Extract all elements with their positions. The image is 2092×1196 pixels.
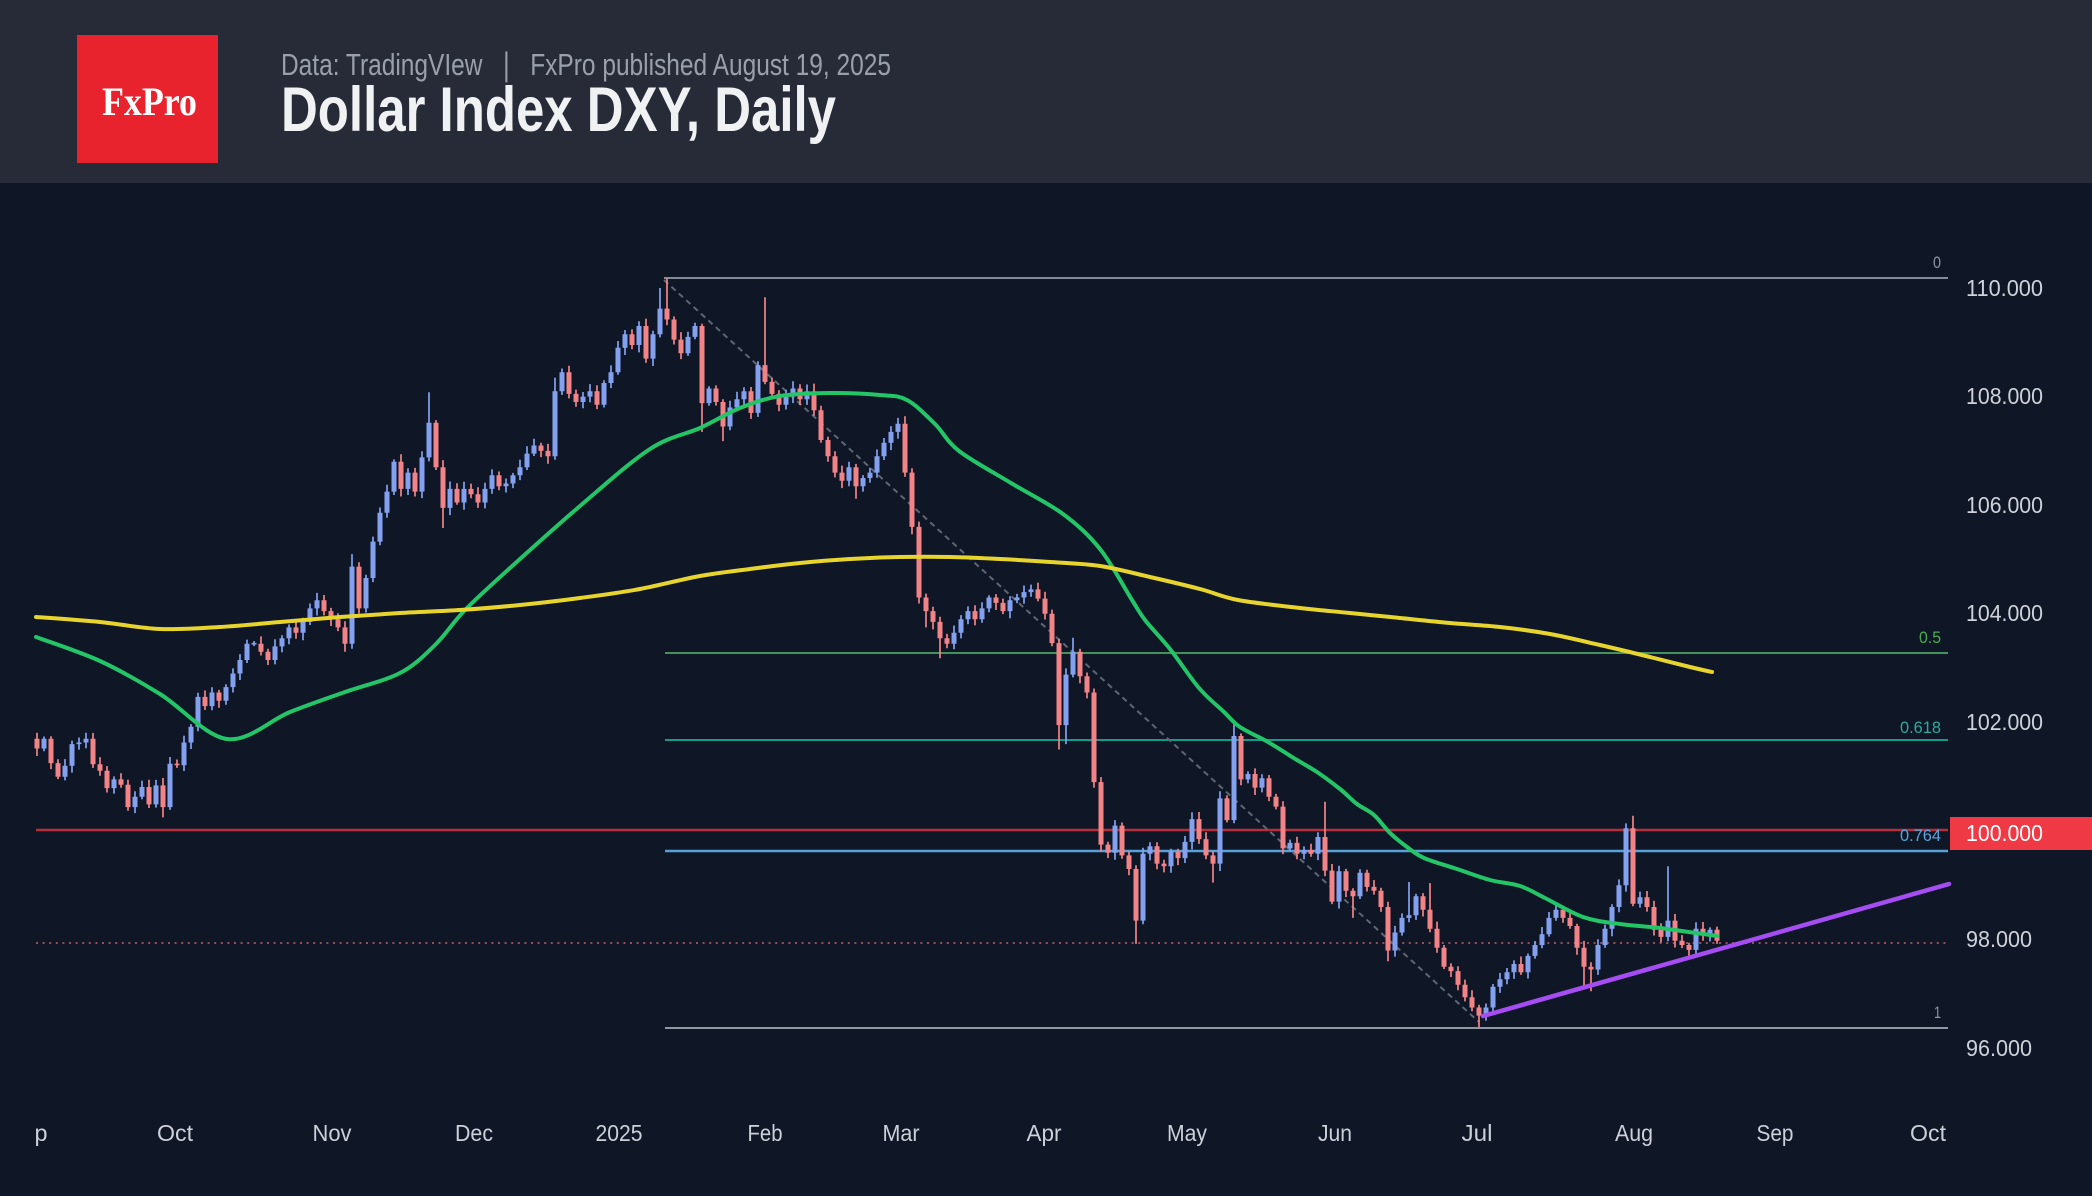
svg-text:Apr: Apr: [1027, 1120, 1062, 1146]
svg-text:0.618: 0.618: [1900, 718, 1941, 737]
svg-text:1: 1: [1934, 1003, 1941, 1022]
svg-text:May: May: [1167, 1120, 1207, 1146]
svg-text:Jul: Jul: [1462, 1120, 1493, 1146]
svg-text:98.000: 98.000: [1966, 926, 2032, 952]
svg-text:Aug: Aug: [1615, 1120, 1653, 1146]
svg-text:102.000: 102.000: [1966, 709, 2043, 735]
svg-text:Data: TradingVIew ❘ FxPro pu: Data: TradingVIew ❘ FxPro published Augu…: [281, 47, 891, 83]
svg-text:104.000: 104.000: [1966, 600, 2043, 626]
svg-text:Feb: Feb: [748, 1120, 783, 1146]
svg-text:110.000: 110.000: [1966, 275, 2043, 301]
svg-text:96.000: 96.000: [1966, 1035, 2032, 1061]
svg-text:Jun: Jun: [1318, 1120, 1352, 1146]
svg-text:FxPro: FxPro: [102, 79, 197, 124]
svg-text:Sep: Sep: [1757, 1120, 1794, 1146]
svg-text:Nov: Nov: [313, 1120, 352, 1146]
svg-text:Mar: Mar: [883, 1120, 920, 1146]
svg-text:108.000: 108.000: [1966, 383, 2043, 409]
svg-text:Oct: Oct: [157, 1120, 194, 1146]
svg-text:p: p: [35, 1120, 48, 1146]
svg-text:100.000: 100.000: [1966, 820, 2043, 846]
svg-text:0.764: 0.764: [1900, 826, 1941, 845]
svg-text:Dollar Index DXY, Daily: Dollar Index DXY, Daily: [281, 75, 836, 145]
svg-text:Dec: Dec: [455, 1120, 493, 1146]
svg-text:0: 0: [1933, 253, 1941, 272]
svg-text:0.5: 0.5: [1919, 628, 1941, 647]
svg-text:2025: 2025: [596, 1120, 643, 1146]
svg-text:106.000: 106.000: [1966, 492, 2043, 518]
svg-text:Oct: Oct: [1910, 1120, 1947, 1146]
